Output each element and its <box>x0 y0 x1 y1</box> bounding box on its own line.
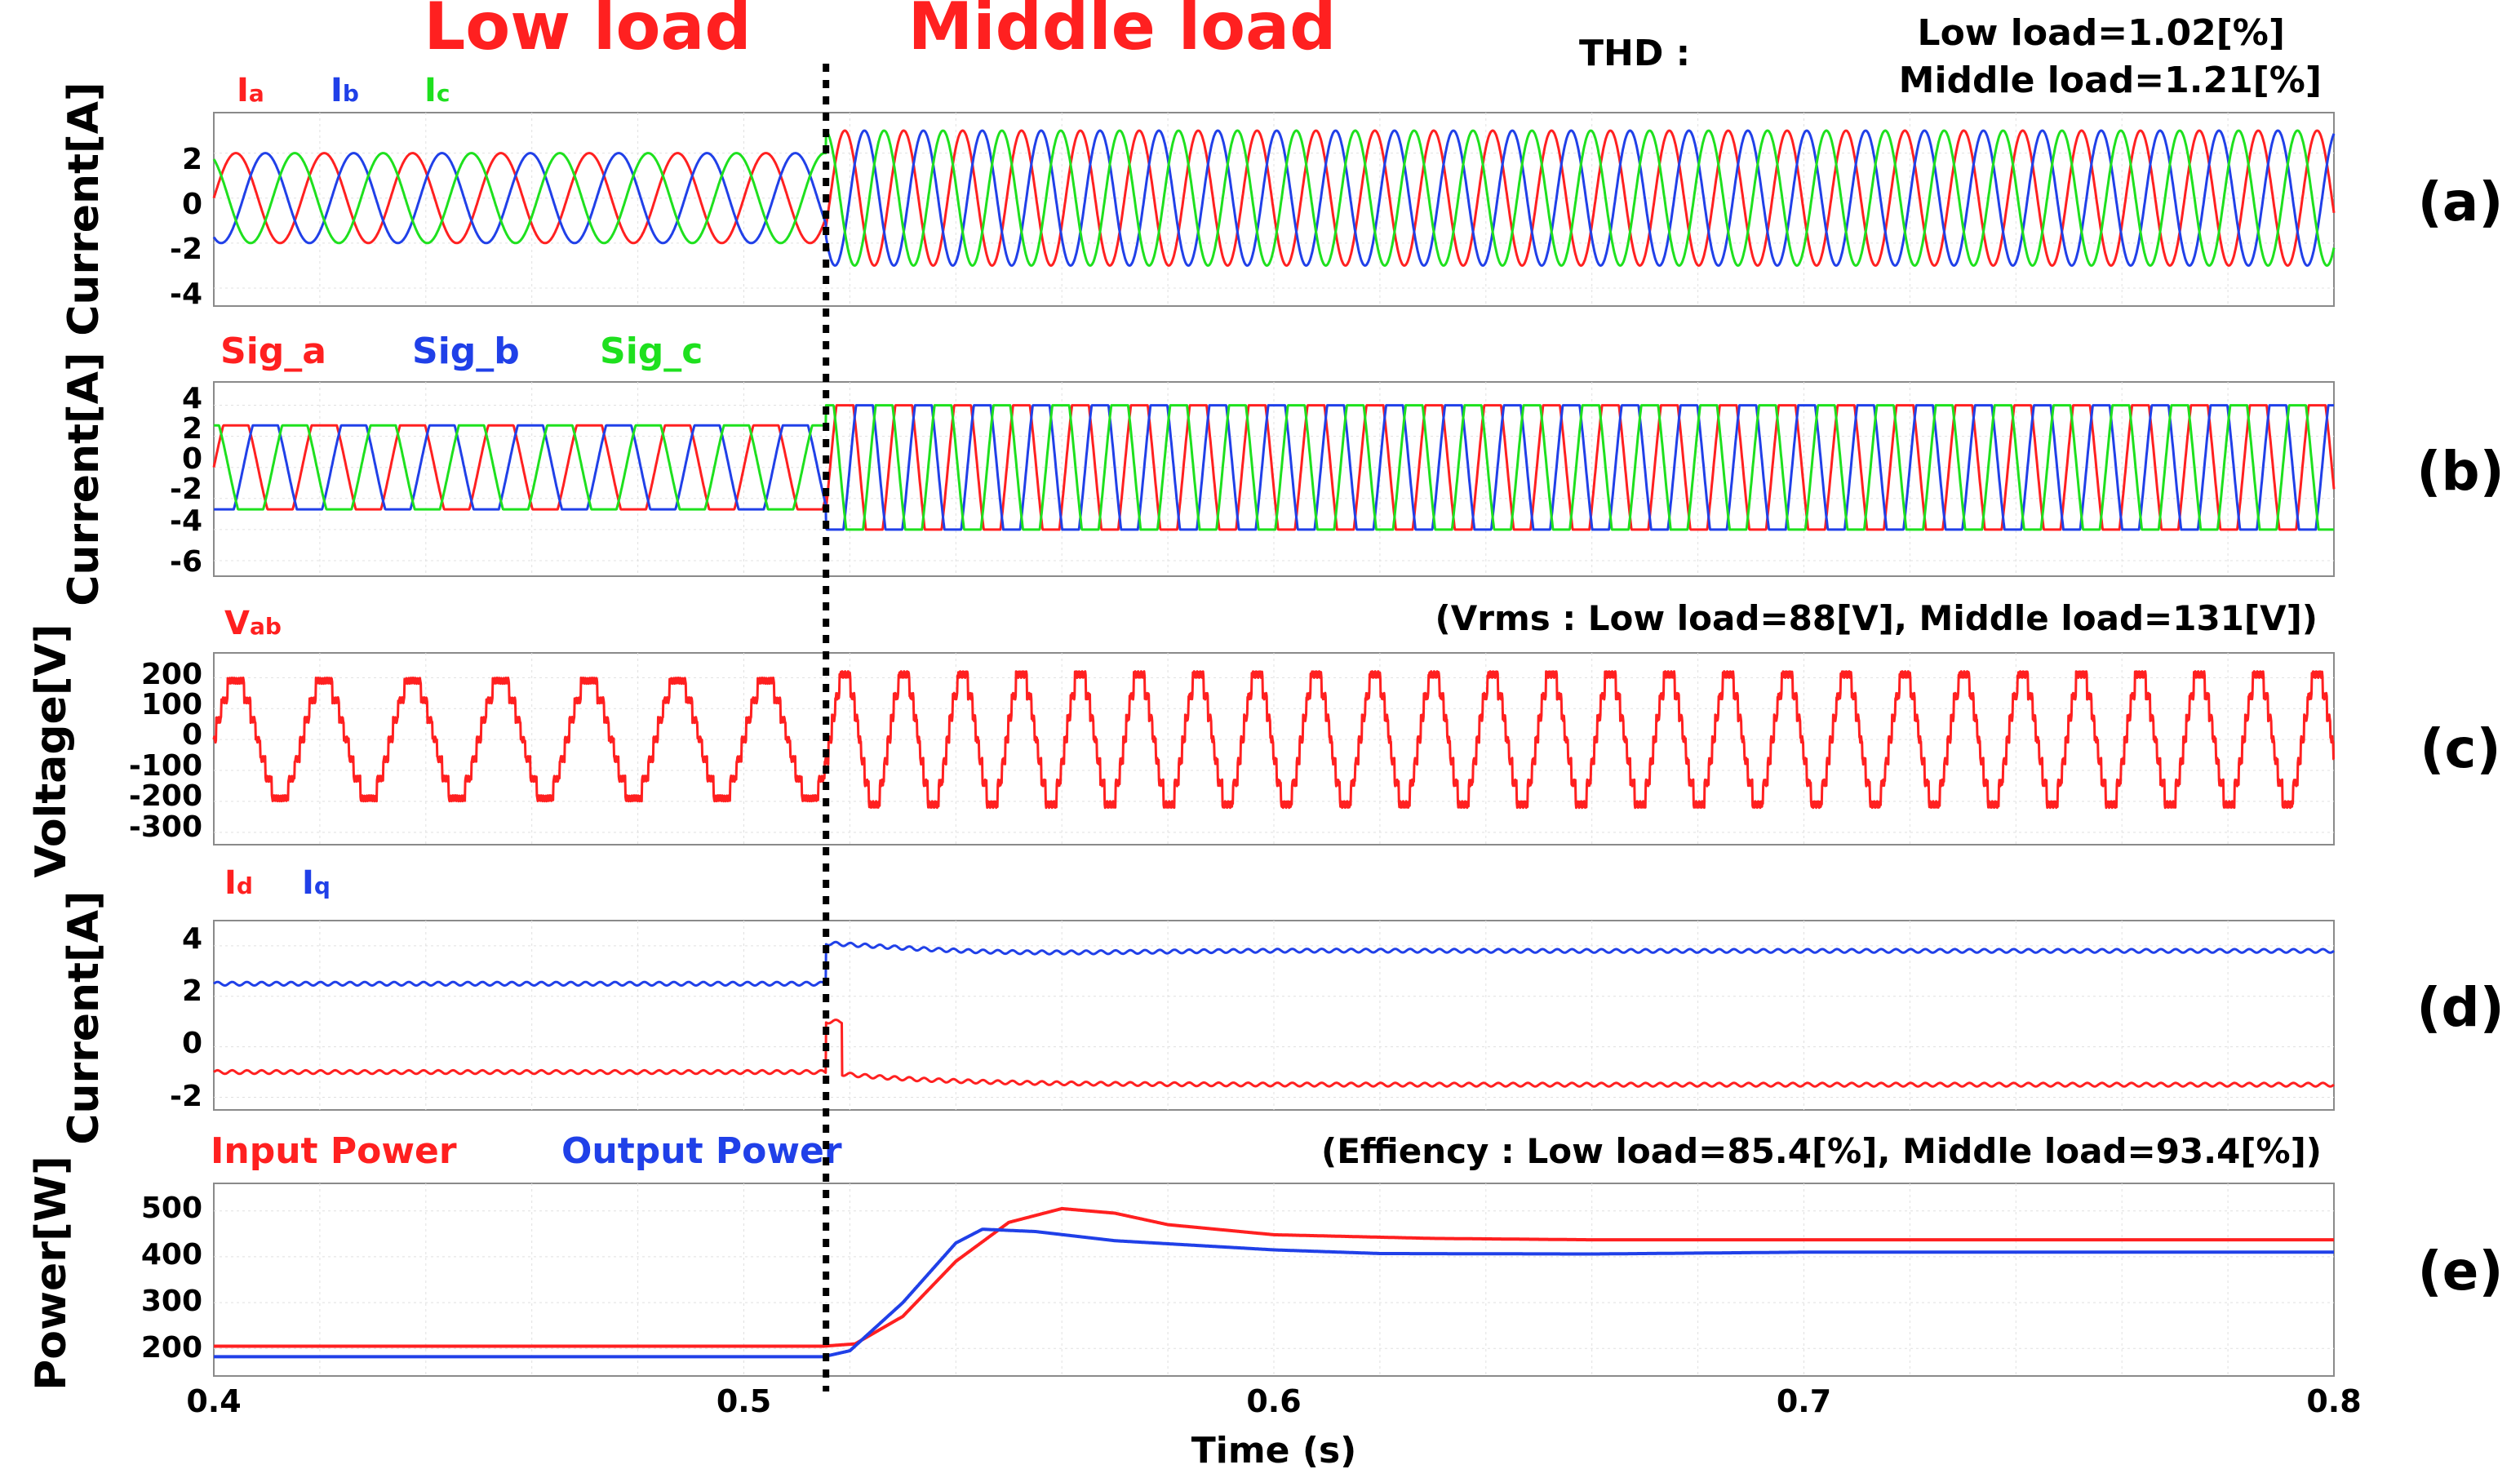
panel-label-c: (c) <box>2420 717 2500 780</box>
ytick: 400 <box>141 1238 202 1272</box>
ticks-b: 4 2 0 -2 -4 -6 <box>170 382 202 579</box>
grid-e <box>214 1183 2334 1376</box>
series-d <box>213 940 2335 1088</box>
ytick: -4 <box>170 504 202 538</box>
series-line-input-power <box>212 1206 2336 1348</box>
legend-e: Input Power Output Power <box>211 1130 842 1172</box>
legend-sig-b: Sig_b <box>412 331 520 372</box>
panel-c: Voltage[V] (c) (Vrms : Low load=88[V], M… <box>27 598 2501 878</box>
series-line-ia <box>212 129 2336 267</box>
ytick: -6 <box>170 545 202 579</box>
ticks-d: 4 2 0 -2 <box>170 922 202 1113</box>
ytick: 0 <box>182 718 202 752</box>
ytick: 0 <box>182 442 202 476</box>
x-axis-label: Time (s) <box>1191 1430 1357 1471</box>
panel-e: Power[W] (e) (Effiency : Low load=85.4[%… <box>27 1130 2504 1471</box>
ylabel-d: Current[A] <box>60 890 109 1144</box>
legend-iq: Iq <box>302 864 331 902</box>
legend-input-power: Input Power <box>211 1130 457 1172</box>
panel-d: Current[A] (d) 4 2 0 -2 Id Iq <box>60 864 2504 1145</box>
ytick: -2 <box>170 233 202 266</box>
series-a <box>212 129 2336 267</box>
panel-label-b: (b) <box>2416 440 2504 503</box>
series-c <box>212 670 2335 810</box>
xtick: 0.7 <box>1777 1383 1831 1419</box>
legend-ia: Ia <box>237 72 264 109</box>
series-e <box>212 1206 2336 1359</box>
xticks-e: 0.4 0.5 0.6 0.7 0.8 <box>186 1383 2361 1419</box>
panel-a: Current[A] (a) 2 0 -2 -4 Ia Ib Ic <box>60 72 2503 336</box>
series-line-id <box>213 1019 2335 1088</box>
ylabel-a: Current[A] <box>60 82 109 335</box>
ytick: -2 <box>170 1080 202 1113</box>
legend-sig-a: Sig_a <box>220 331 326 372</box>
series-line-sig_a <box>212 404 2336 531</box>
series-line-ic <box>212 129 2336 267</box>
series-line-vab <box>212 670 2335 810</box>
ticks-a: 2 0 -2 -4 <box>170 143 202 311</box>
ytick: -300 <box>129 810 202 844</box>
series-line-sig_b <box>213 404 2335 531</box>
thd-low-load: Low load=1.02[%] <box>1918 12 2285 54</box>
ylabel-e: Power[W] <box>27 1156 76 1391</box>
vrms-annotation: (Vrms : Low load=88[V], Middle load=131[… <box>1435 598 2318 638</box>
thd-middle-load: Middle load=1.21[%] <box>1899 60 2322 101</box>
ytick: -100 <box>129 749 202 783</box>
ytick: 100 <box>141 688 202 721</box>
xtick: 0.8 <box>2306 1383 2361 1419</box>
ytick: 300 <box>141 1285 202 1318</box>
thd-label: THD : <box>1579 33 1690 74</box>
panel-label-e: (e) <box>2417 1240 2503 1303</box>
series-line-iq <box>213 940 2335 987</box>
xtick: 0.5 <box>717 1383 771 1419</box>
ytick: 2 <box>182 143 202 176</box>
legend-output-power: Output Power <box>561 1130 842 1172</box>
ticks-c: 200 100 0 -100 -200 -300 <box>129 658 202 844</box>
ylabel-c: Voltage[V] <box>27 624 76 877</box>
legend-vab: Vab <box>224 605 282 642</box>
xtick: 0.6 <box>1246 1383 1301 1419</box>
legend-c: Vab <box>224 605 282 642</box>
panel-label-d: (d) <box>2416 976 2504 1039</box>
middle-load-heading: Middle load <box>908 0 1337 64</box>
ticks-e: 500 400 300 200 <box>141 1192 202 1365</box>
grid-c <box>214 653 2334 845</box>
panel-b: Current[A] (b) 4 2 0 -2 -4 -6 Sig_a Sig_… <box>60 331 2504 606</box>
ytick: 2 <box>182 974 202 1008</box>
xtick: 0.4 <box>186 1383 241 1419</box>
ylabel-b: Current[A] <box>60 352 109 606</box>
ytick: 2 <box>182 412 202 446</box>
grid-d <box>214 921 2334 1110</box>
legend-d: Id Iq <box>224 864 331 902</box>
series-b <box>212 404 2336 531</box>
panel-label-a: (a) <box>2418 171 2504 233</box>
ytick: 4 <box>182 922 202 956</box>
ytick: -2 <box>170 473 202 506</box>
legend-ic: Ic <box>424 72 450 109</box>
low-load-heading: Low load <box>424 0 751 64</box>
ytick: 200 <box>141 658 202 691</box>
legend-ib: Ib <box>331 72 359 109</box>
series-line-output-power <box>212 1227 2336 1359</box>
ytick: 4 <box>182 382 202 415</box>
ytick: 500 <box>141 1192 202 1225</box>
ytick: 200 <box>141 1331 202 1365</box>
series-line-ib <box>212 129 2336 267</box>
ytick: -200 <box>129 779 202 813</box>
ytick: 0 <box>182 1027 202 1060</box>
legend-id: Id <box>224 864 253 902</box>
legend-sig-c: Sig_c <box>600 331 703 372</box>
ytick: -4 <box>170 277 202 311</box>
legend-a: Ia Ib Ic <box>237 72 450 109</box>
ytick: 0 <box>182 188 202 221</box>
legend-b: Sig_a Sig_b Sig_c <box>220 331 703 372</box>
series-line-sig_c <box>213 404 2335 531</box>
efficiency-annotation: (Effiency : Low load=85.4[%], Middle loa… <box>1321 1131 2322 1171</box>
